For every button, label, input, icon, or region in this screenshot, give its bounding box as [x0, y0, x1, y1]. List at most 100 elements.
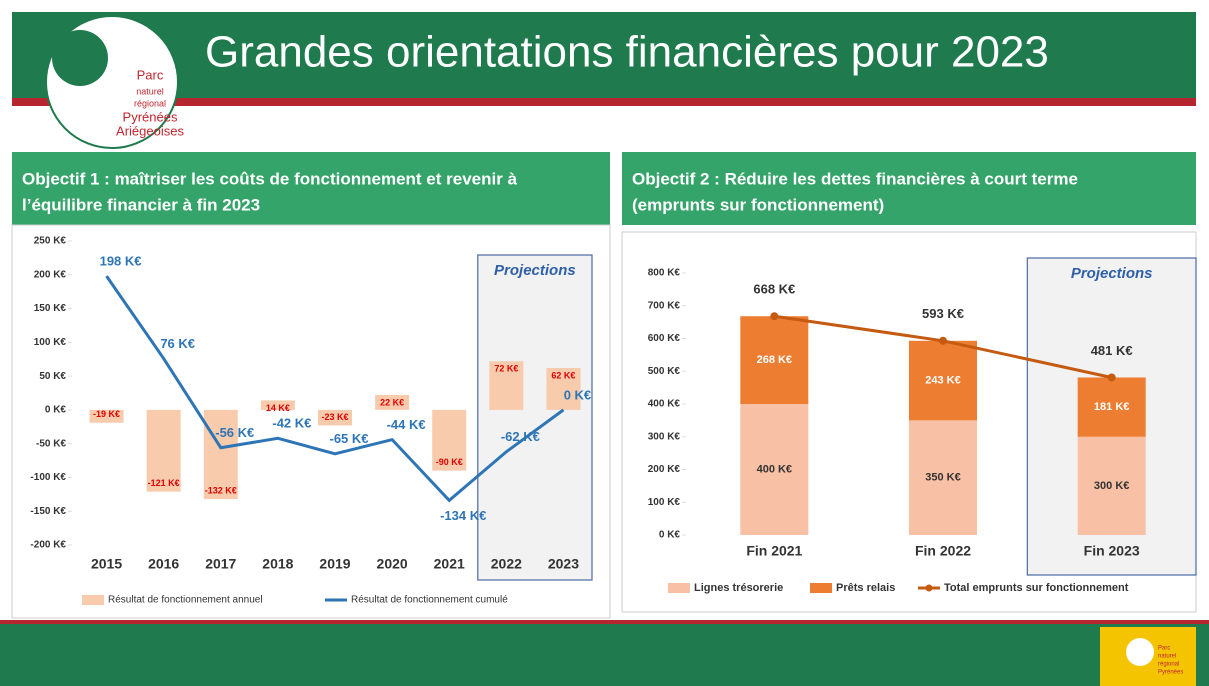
- logo-word: Pyrénées: [123, 109, 178, 124]
- value-label: 22 K€: [380, 397, 404, 407]
- x-tick-label: 2016: [148, 556, 179, 572]
- value-label: 268 K€: [757, 354, 792, 366]
- value-label: -134 K€: [440, 508, 486, 523]
- y-tick-label: 250 K€: [34, 236, 67, 247]
- value-label: 0 K€: [564, 387, 591, 402]
- value-label: 668 K€: [753, 282, 795, 297]
- value-label: -44 K€: [387, 417, 426, 432]
- y-tick-label: 0 K€: [45, 405, 67, 416]
- value-label: -56 K€: [215, 425, 254, 440]
- bar: [909, 340, 977, 421]
- legend-label: Prêts relais: [836, 582, 895, 594]
- line-point: [1107, 373, 1116, 382]
- value-label: 14 K€: [266, 403, 290, 413]
- header-stripe: [12, 98, 1196, 106]
- value-label: 400 K€: [757, 463, 792, 475]
- panel-title: (emprunts sur fonctionnement): [632, 195, 884, 214]
- value-label: -62 K€: [501, 429, 540, 444]
- x-tick-label: 2017: [205, 556, 236, 572]
- x-tick-label: 2019: [319, 556, 350, 572]
- charts: Projections -200 K€ -150 K€ -100 K€ -50 K€ 0 …: [30, 236, 1197, 606]
- legend-swatch: [668, 583, 690, 593]
- bar: [89, 409, 124, 423]
- y-tick-label: 150 K€: [34, 303, 67, 314]
- line: [105, 275, 565, 503]
- y-tick-label: 100 K€: [648, 497, 681, 508]
- value-label: 62 K€: [551, 370, 575, 380]
- y-tick-label: -50 K€: [36, 438, 66, 449]
- x-tick-label: Fin 2021: [746, 543, 802, 559]
- bar: [489, 361, 524, 410]
- x-tick-label: 2018: [262, 556, 293, 572]
- legend-label: Lignes trésorerie: [694, 582, 783, 594]
- x-tick-label: 2023: [548, 556, 579, 572]
- value-label: 181 K€: [1094, 401, 1129, 413]
- y-tick-label: -150 K€: [30, 506, 66, 517]
- y-tick-label: 200 K€: [34, 269, 67, 280]
- x-tick-label: Fin 2022: [915, 543, 971, 559]
- legend-label: Résultat de fonctionnement annuel: [108, 595, 263, 606]
- projection-label: Projections: [1071, 265, 1153, 282]
- value-label: 198 K€: [100, 254, 142, 269]
- y-tick-label: 300 K€: [648, 431, 681, 442]
- value-label: -132 K€: [205, 485, 237, 495]
- x-tick-label: Fin 2023: [1084, 543, 1140, 559]
- projection-label: Projections: [494, 262, 576, 279]
- value-label: 593 K€: [922, 306, 964, 321]
- legend-swatch: [925, 584, 933, 592]
- y-tick-label: -200 K€: [30, 540, 66, 551]
- y-tick-label: 0 K€: [659, 530, 681, 541]
- value-label: 300 K€: [1094, 480, 1129, 492]
- value-label: -90 K€: [436, 457, 463, 467]
- y-tick-label: 100 K€: [34, 337, 67, 348]
- y-tick-label: 50 K€: [39, 371, 66, 382]
- bar: [260, 400, 295, 410]
- logo-word: naturel: [136, 86, 164, 96]
- legend-swatch: [82, 595, 104, 605]
- bar: [432, 409, 467, 471]
- value-label: -19 K€: [93, 409, 120, 419]
- footer-band: [0, 624, 1209, 686]
- value-label: 76 K€: [160, 336, 195, 351]
- bar: [203, 409, 238, 500]
- legend-label: Résultat de fonctionnement cumulé: [351, 595, 508, 606]
- x-tick-label: 2015: [91, 556, 122, 572]
- x-tick-label: 2020: [377, 556, 408, 572]
- footer-logo-word: régional: [1158, 662, 1179, 668]
- panel-title: l’équilibre financier à fin 2023: [22, 195, 260, 214]
- bar: [909, 420, 977, 535]
- value-label: 72 K€: [494, 364, 518, 374]
- panel-title: Objectif 2 : Réduire les dettes financiè…: [632, 169, 1078, 188]
- panel-header: [12, 152, 610, 225]
- bar: [740, 316, 809, 404]
- logo-word: Ariégeoises: [116, 123, 184, 138]
- value-label: -23 K€: [321, 412, 348, 422]
- y-tick-label: 800 K€: [648, 268, 681, 279]
- panel-title: Objectif 1 : maîtriser les coûts de fonc…: [22, 169, 518, 188]
- panel-header: [622, 152, 1196, 225]
- footer-stripe: [0, 620, 1209, 624]
- bar: [1077, 377, 1146, 437]
- y-tick-label: 200 K€: [648, 464, 681, 475]
- y-tick-label: 500 K€: [648, 366, 681, 377]
- legend-label: Total emprunts sur fonctionnement: [944, 582, 1129, 594]
- x-tick-label: 2022: [491, 556, 522, 572]
- footer-logo-word: Pyrénées: [1158, 670, 1183, 676]
- bar: [740, 404, 809, 535]
- y-tick-label: 700 K€: [648, 300, 681, 311]
- value-label: -42 K€: [272, 416, 311, 431]
- footer-logo-emblem: [1126, 638, 1154, 666]
- y-tick-label: -100 K€: [30, 472, 66, 483]
- value-label: 350 K€: [925, 472, 960, 484]
- value-label: -65 K€: [329, 431, 368, 446]
- x-tick-label: 2021: [434, 556, 465, 572]
- y-tick-label: 600 K€: [648, 333, 681, 344]
- y-tick-label: 400 K€: [648, 399, 681, 410]
- line-point: [939, 336, 947, 345]
- bar: [546, 368, 581, 410]
- footer-logo-word: naturel: [1158, 654, 1176, 660]
- bar: [1077, 436, 1146, 535]
- slide-title: Grandes orientations financières pour 20…: [205, 28, 1049, 77]
- logo-word: régional: [134, 98, 166, 108]
